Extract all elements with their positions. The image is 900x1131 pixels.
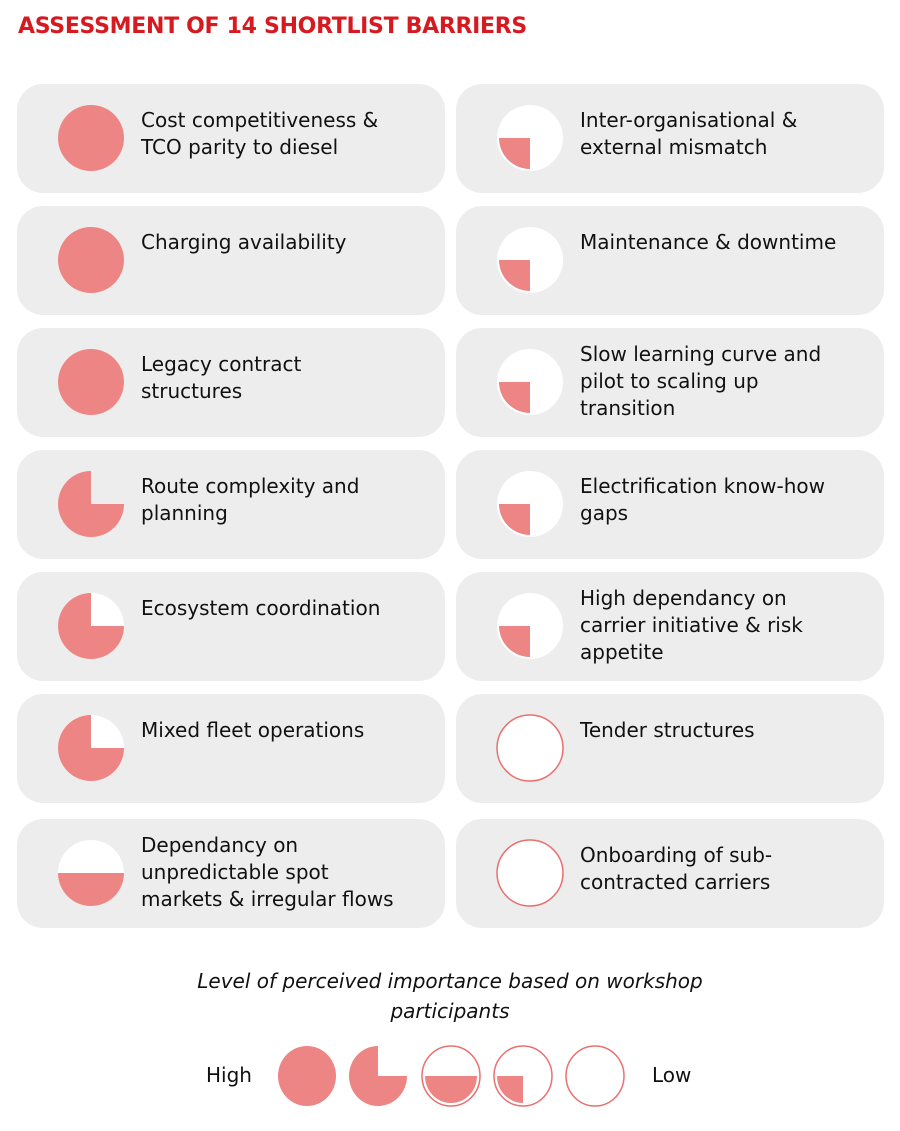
page-title: ASSESSMENT OF 14 SHORTLIST BARRIERS — [18, 14, 527, 39]
barrier-label-line: contracted carriers — [580, 870, 771, 894]
barrier-label-line: Mixed fleet operations — [141, 718, 365, 742]
barrier-card: Slow learning curve and pilot to scaling … — [456, 328, 884, 437]
barrier-label: Legacy contract structures — [141, 351, 425, 405]
legend-high-label: High — [206, 1063, 252, 1087]
barrier-label-line: Dependancy on — [141, 833, 299, 857]
barrier-label-line: planning — [141, 501, 228, 525]
full-circle-icon — [57, 348, 125, 416]
barrier-label-line: Legacy contract — [141, 352, 302, 376]
barrier-card: Inter-organisational & external mismatch — [456, 84, 884, 193]
barrier-label: Dependancy on unpredictable spot markets &… — [141, 832, 425, 913]
barrier-label: Route complexity and planning — [141, 473, 425, 527]
barrier-card: Cost competitiveness & TCO parity to dies… — [17, 84, 445, 193]
barrier-card: Route complexity and planning — [17, 450, 445, 559]
barrier-card: Dependancy on unpredictable spot markets &… — [17, 819, 445, 928]
barrier-label: Charging availability — [141, 229, 425, 256]
empty-circle-icon — [496, 839, 564, 907]
barrier-label-line: external mismatch — [580, 135, 768, 159]
legend-empty-circle-icon — [565, 1045, 625, 1107]
three-quarter-circle-icon — [57, 714, 125, 782]
barrier-card: Electrification know-how gaps — [456, 450, 884, 559]
barrier-label-line: appetite — [580, 640, 664, 664]
barrier-label: Ecosystem coordination — [141, 595, 425, 622]
barrier-label-line: Slow learning curve and — [580, 342, 822, 366]
quarter-circle-icon — [496, 226, 564, 294]
barrier-label-line: Ecosystem coordination — [141, 596, 381, 620]
barrier-label-line: transition — [580, 396, 676, 420]
barrier-label: Mixed fleet operations — [141, 717, 425, 744]
full-circle-icon — [57, 226, 125, 294]
legend-low-label: Low — [652, 1063, 692, 1087]
barrier-label-line: unpredictable spot — [141, 860, 329, 884]
barrier-card: High dependancy on carrier initiative & r… — [456, 572, 884, 681]
quarter-circle-icon — [496, 592, 564, 660]
barrier-label-line: Tender structures — [580, 718, 755, 742]
barrier-card: Legacy contract structures — [17, 328, 445, 437]
barrier-label: Inter-organisational & external mismatch — [580, 107, 864, 161]
barrier-label: Cost competitiveness & TCO parity to dies… — [141, 107, 425, 161]
three-quarter-circle-icon — [57, 592, 125, 660]
legend-quarter-circle-icon — [493, 1045, 553, 1107]
barrier-label: Slow learning curve and pilot to scaling … — [580, 341, 864, 422]
quarter-circle-icon — [496, 470, 564, 538]
barrier-label: High dependancy on carrier initiative & r… — [580, 585, 864, 666]
barrier-card: Charging availability — [17, 206, 445, 315]
barrier-label-line: Cost competitiveness & — [141, 108, 379, 132]
barrier-label-line: gaps — [580, 501, 629, 525]
barrier-label-line: Electrification know-how — [580, 474, 825, 498]
full-circle-icon — [57, 104, 125, 172]
legend-caption-line: Level of perceived importance based on w… — [197, 969, 703, 993]
barrier-card: Onboarding of sub-contracted carriers — [456, 819, 884, 928]
barrier-card: Tender structures — [456, 694, 884, 803]
quarter-circle-icon — [496, 104, 564, 172]
legend-full-circle-icon — [277, 1045, 337, 1107]
barrier-label-line: Inter-organisational & — [580, 108, 798, 132]
barrier-label-line: TCO parity to diesel — [141, 135, 339, 159]
barrier-label-line: Onboarding of sub- — [580, 843, 773, 867]
half-circle-icon — [57, 839, 125, 907]
quarter-circle-icon — [496, 348, 564, 416]
barrier-label-line: markets & irregular flows — [141, 887, 394, 911]
barrier-card: Mixed fleet operations — [17, 694, 445, 803]
barrier-label: Tender structures — [580, 717, 864, 744]
barrier-label-line: High dependancy on — [580, 586, 787, 610]
barrier-card: Maintenance & downtime — [456, 206, 884, 315]
barrier-label-line: carrier initiative & risk — [580, 613, 803, 637]
legend-three-quarter-circle-icon — [348, 1045, 408, 1107]
barrier-label-line: Maintenance & downtime — [580, 230, 837, 254]
barrier-label-line: pilot to scaling up — [580, 369, 759, 393]
barrier-label-line: Route complexity and — [141, 474, 360, 498]
empty-circle-icon — [496, 714, 564, 782]
three-quarter-circle-icon — [57, 470, 125, 538]
legend-caption: Level of perceived importance based on w… — [150, 966, 750, 1026]
legend-half-circle-icon — [421, 1045, 481, 1107]
barrier-label: Onboarding of sub-contracted carriers — [580, 842, 864, 896]
barrier-label-line: Charging availability — [141, 230, 347, 254]
legend-caption-line: participants — [390, 999, 510, 1023]
barrier-label: Maintenance & downtime — [580, 229, 864, 256]
barrier-label-line: structures — [141, 379, 243, 403]
barrier-card: Ecosystem coordination — [17, 572, 445, 681]
barrier-label: Electrification know-how gaps — [580, 473, 864, 527]
importance-legend: High Low — [0, 1043, 900, 1109]
